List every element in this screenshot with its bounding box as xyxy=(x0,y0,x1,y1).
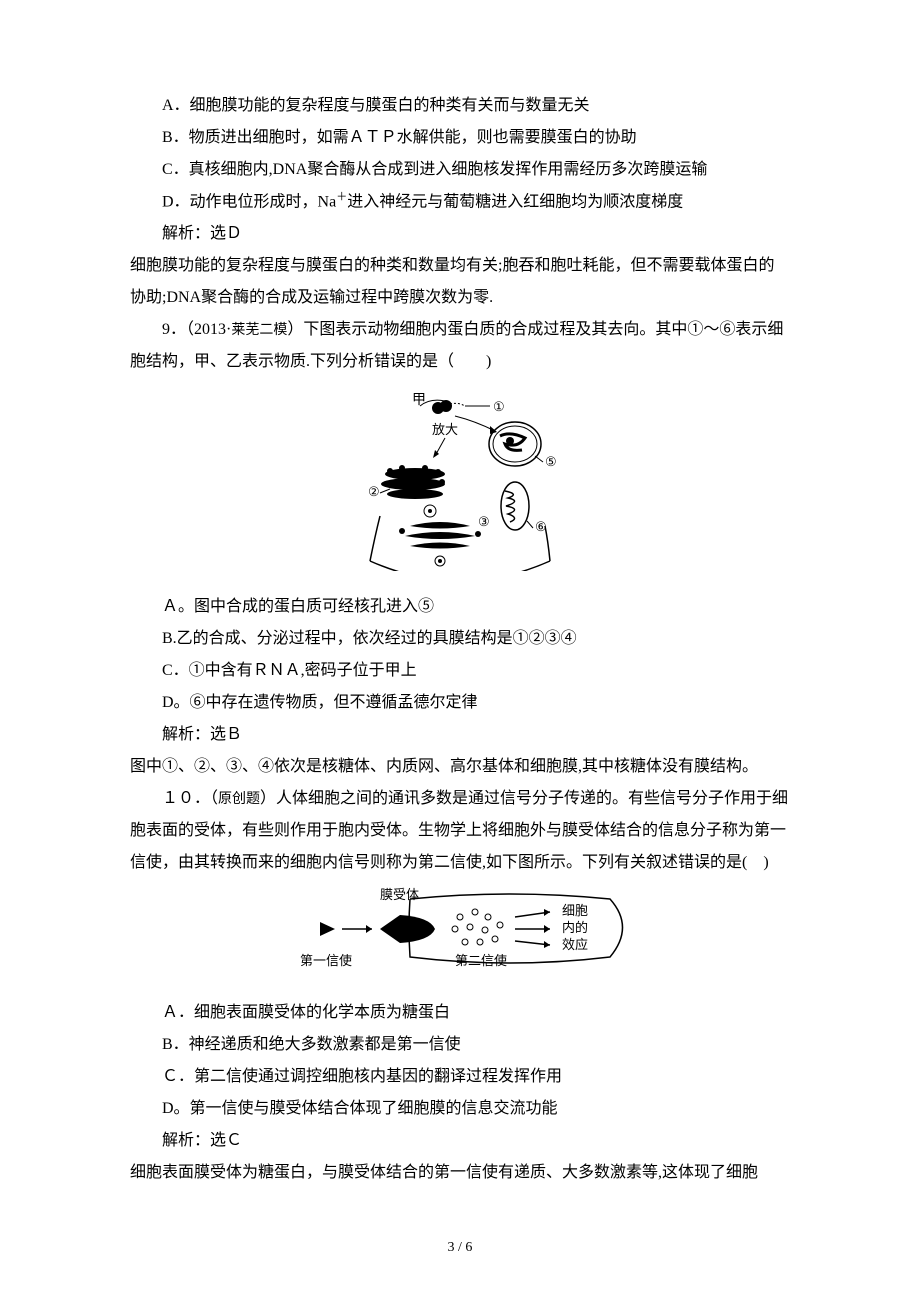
q9-stem-prefix: 9．（2013· xyxy=(162,321,231,338)
q10-option-a: Ａ．细胞表面膜受体的化学本质为糖蛋白 xyxy=(130,997,790,1029)
q8-option-b: B．物质进出细胞时，如需ＡＴＰ水解供能，则也需要膜蛋白的协助 xyxy=(130,122,790,154)
q10-label-second: 第二信使 xyxy=(455,953,507,968)
q9-stem-source: 莱芜二模 xyxy=(231,321,287,337)
q10-label-receptor: 膜受体 xyxy=(380,887,419,902)
q10-label-effect-3: 效应 xyxy=(562,937,588,952)
q9-label-3: ③ xyxy=(478,514,490,529)
q9-option-a: Ａ。图中合成的蛋白质可经核孔进入⑤ xyxy=(130,591,790,623)
q8-option-a: A．细胞膜功能的复杂程度与膜蛋白的种类有关而与数量无关 xyxy=(130,90,790,122)
q10-label-effect-1: 细胞 xyxy=(562,903,588,918)
q9-option-b: B.乙的合成、分泌过程中，依次经过的具膜结构是①②③④ xyxy=(130,623,790,655)
q10-option-b: B．神经递质和绝大多数激素都是第一信使 xyxy=(130,1029,790,1061)
q9-label-jia: 甲 xyxy=(412,393,426,408)
q8-option-d-prefix: D．动作电位形成时，Na xyxy=(162,193,336,210)
q9-label-2: ② xyxy=(368,484,380,499)
q10-option-c: Ｃ．第二信使通过调控细胞核内基因的翻译过程发挥作用 xyxy=(130,1061,790,1093)
q9-label-6: ⑥ xyxy=(535,519,547,534)
q10-option-d: D。第一信使与膜受体结合体现了细胞膜的信息交流功能 xyxy=(130,1093,790,1125)
q8-explanation: 细胞膜功能的复杂程度与膜蛋白的种类和数量均有关;胞吞和胞吐耗能，但不需要载体蛋白… xyxy=(130,250,790,314)
page: A．细胞膜功能的复杂程度与膜蛋白的种类有关而与数量无关 B．物质进出细胞时，如需… xyxy=(0,0,920,1302)
q9-label-5: ⑤ xyxy=(545,454,557,469)
q8-option-d-suffix: 进入神经元与葡萄糖进入红细胞均为顺浓度梯度 xyxy=(347,193,683,210)
q8-na-plus: ＋ xyxy=(336,191,347,203)
q10-label-first: 第一信使 xyxy=(300,953,352,968)
q10-label-effect-2: 内的 xyxy=(562,920,588,935)
q9-label-4: ④ xyxy=(490,569,502,571)
q9-explanation: 图中①、②、③、④依次是核糖体、内质网、高尔基体和细胞膜,其中核糖体没有膜结构。 xyxy=(130,751,790,783)
q10-explanation: 细胞表面膜受体为糖蛋白，与膜受体结合的第一信使有递质、大多数激素等,这体现了细胞 xyxy=(130,1157,790,1189)
q9-cell-diagram-svg: ① 甲 放大 ② xyxy=(350,386,570,571)
page-footer: 3 / 6 xyxy=(0,1234,920,1262)
q9-option-c: C．①中含有ＲＮＡ,密码子位于甲上 xyxy=(130,655,790,687)
q9-answer-label: 解析：选Ｂ xyxy=(162,726,242,743)
q10-stem-prefix: １０．（ xyxy=(162,790,218,807)
q10-stem: １０．（原创题）人体细胞之间的通讯多数是通过信号分子传递的。有些信号分子作用于细… xyxy=(130,783,790,879)
q10-stem-source: 原创题 xyxy=(218,790,260,806)
q8-option-c: C．真核细胞内,DNA聚合酶从合成到进入细胞核发挥作用需经历多次跨膜运输 xyxy=(130,154,790,186)
q9-answer: 解析：选Ｂ xyxy=(130,719,790,751)
q10-answer: 解析：选Ｃ xyxy=(130,1125,790,1157)
q10-signal-diagram-svg: 膜受体 第一信使 第二信使 细胞 内的 效应 xyxy=(280,887,640,977)
q8-option-d: D．动作电位形成时，Na＋进入神经元与葡萄糖进入红细胞均为顺浓度梯度 xyxy=(130,186,790,218)
q8-answer-label: 解析：选Ｄ xyxy=(162,225,242,242)
q10-answer-label: 解析：选Ｃ xyxy=(162,1132,242,1149)
q10-figure: 膜受体 第一信使 第二信使 细胞 内的 效应 xyxy=(130,887,790,989)
q9-stem: 9．（2013·莱芜二模）下图表示动物细胞内蛋白质的合成过程及其去向。其中①～⑥… xyxy=(130,314,790,378)
q9-label-1: ① xyxy=(493,399,505,414)
q9-label-fangda: 放大 xyxy=(432,422,458,437)
q9-option-d: D。⑥中存在遗传物质，但不遵循孟德尔定律 xyxy=(130,687,790,719)
q9-figure: ① 甲 放大 ② xyxy=(130,386,790,583)
q8-answer: 解析：选Ｄ xyxy=(130,218,790,250)
